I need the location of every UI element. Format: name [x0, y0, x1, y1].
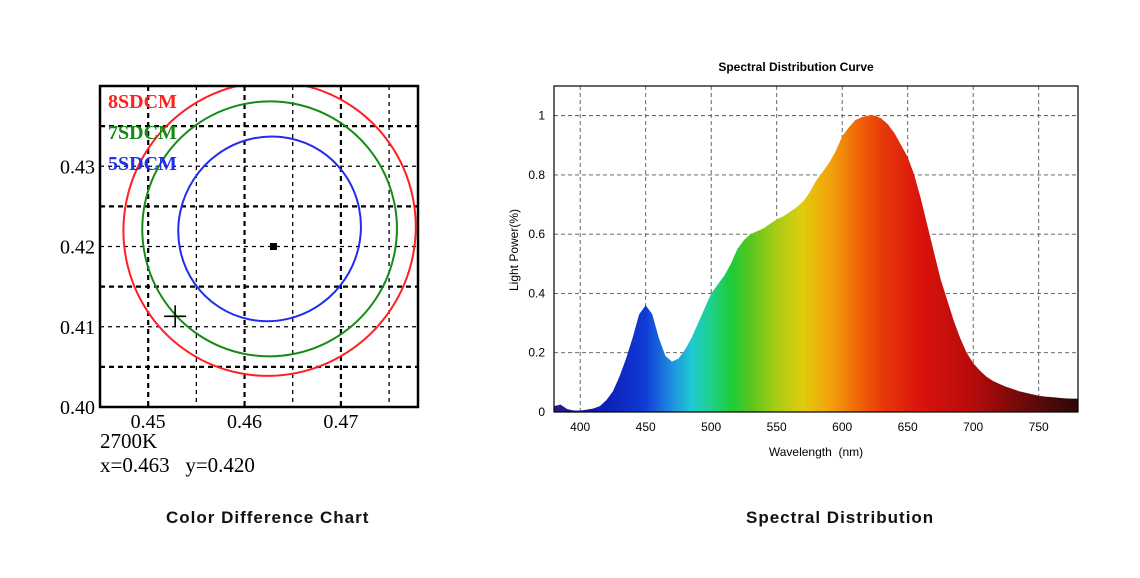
sp-x-tick-label: 700: [963, 420, 983, 434]
cd-ellipses: [122, 86, 417, 377]
sp-x-tick-label: 500: [701, 420, 721, 434]
cd-x-tick-label: 0.46: [227, 411, 262, 433]
sp-y-tick-label: 1: [538, 109, 545, 123]
sp-plot-frame: [553, 85, 1079, 413]
cd-y-tick-label: 0.42: [60, 237, 95, 259]
cd-markers: [164, 243, 277, 328]
color-difference-chart: 0.45 0.46 0.47 0.40 0.41 0.42 0.43 8SDCM 7SDCM 5…: [60, 84, 420, 477]
center-point: [269, 243, 277, 250]
caption-color-difference: Color Difference Chart: [166, 508, 370, 527]
sp-y-tick-label: 0.2: [528, 346, 545, 360]
sp-x-tick-label: 650: [898, 420, 918, 434]
legend-5sdcm: 5SDCM: [108, 153, 177, 175]
cd-tick-labels: 0.45 0.46 0.47 0.40 0.41 0.42 0.43: [60, 156, 358, 433]
ellipse-8sdcm: [122, 86, 417, 377]
legend-8sdcm: 8SDCM: [108, 91, 177, 113]
ellipse-7sdcm: [141, 100, 398, 358]
sp-x-tick-label: 450: [636, 420, 656, 434]
sp-tick-labels: 400 450 500 550 600 650 700 750 0 0.2 0.4 0.6 0.8 1: [528, 109, 1049, 434]
sp-y-tick-label: 0.6: [528, 227, 545, 241]
spectral-area: [554, 115, 1078, 412]
sp-x-tick-label: 550: [767, 420, 787, 434]
cd-y-tick-label: 0.41: [60, 317, 95, 339]
sp-y-tick-label: 0.8: [528, 168, 545, 182]
cd-x-tick-label: 0.45: [131, 411, 166, 433]
spectral-title: Spectral Distribution Curve: [718, 60, 874, 74]
sp-x-tick-label: 400: [570, 420, 590, 434]
sp-x-tick-label: 750: [1029, 420, 1049, 434]
cd-legend: 8SDCM 7SDCM 5SDCM: [108, 91, 177, 175]
spectral-ylabel: Light Power(%): [507, 209, 521, 291]
sp-x-tick-label: 600: [832, 420, 852, 434]
caption-spectral-distribution: Spectral Distribution: [746, 508, 935, 527]
cd-x-tick-label: 0.47: [323, 411, 358, 433]
sp-y-tick-label: 0: [538, 405, 545, 419]
cd-y-tick-label: 0.43: [60, 156, 95, 178]
cd-plot-frame: [98, 84, 420, 409]
sp-y-tick-label: 0.4: [528, 286, 545, 300]
coord-label: x=0.463 y=0.420: [100, 453, 255, 477]
spectral-xlabel: Wavelength (nm): [769, 445, 863, 459]
cct-label: 2700K: [100, 429, 157, 453]
ellipse-5sdcm: [177, 135, 362, 323]
cd-y-tick-label: 0.40: [60, 397, 95, 419]
legend-7sdcm: 7SDCM: [108, 122, 177, 144]
spectral-chart: Spectral Distribution Curve 400 450 500 550…: [507, 60, 1079, 459]
